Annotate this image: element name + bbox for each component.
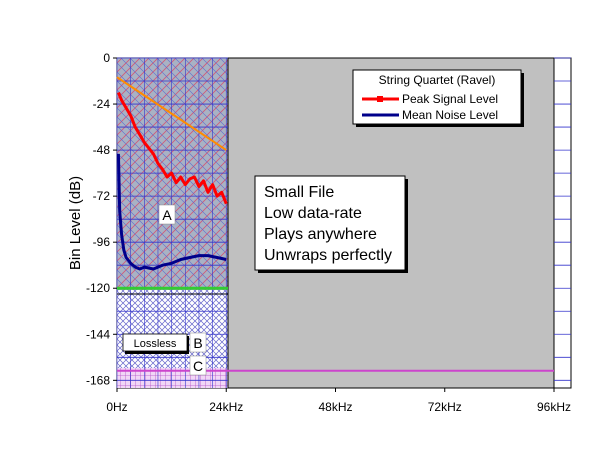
series-layer	[116, 76, 228, 271]
y-tick-label: -168	[86, 373, 110, 387]
label-lossless: Lossless	[134, 338, 177, 350]
region-b	[117, 290, 228, 368]
y-tick-label: -120	[86, 281, 110, 295]
y-axis-title: Bin Level (dB)	[67, 176, 84, 270]
x-tick-label: 0Hz	[106, 400, 127, 414]
legend-entry-peak: Peak Signal Level	[402, 92, 498, 106]
feature-line-2: Low data-rate	[264, 205, 362, 222]
y-tick-label: -144	[86, 327, 110, 341]
label-c-box	[189, 355, 207, 376]
y-tick-label: -96	[93, 235, 111, 249]
feature-line-4: Unwraps perfectly	[264, 247, 392, 264]
legend: String Quartet (Ravel) Peak Signal Level…	[352, 69, 524, 127]
label-c: C	[193, 358, 203, 374]
feature-line-3: Plays anywhere	[264, 226, 377, 243]
y-tick-label: -24	[93, 97, 111, 111]
legend-entry-noise: Mean Noise Level	[402, 108, 498, 122]
series-mean-noise-level	[116, 153, 227, 271]
series-trend	[116, 76, 227, 151]
x-tick-label: 48kHz	[318, 400, 352, 414]
feature-box: Small File Low data-rate Plays anywhere …	[254, 175, 408, 273]
lossless-box	[122, 333, 188, 352]
label-a: A	[162, 207, 172, 223]
label-b-box	[189, 332, 207, 353]
label-b: B	[193, 335, 202, 351]
label-a-box	[158, 204, 176, 225]
feature-box-frame	[254, 175, 406, 271]
feature-line-1: Small File	[264, 184, 334, 201]
x-tick-label: 72kHz	[428, 400, 462, 414]
series-peak-signal-level	[117, 91, 228, 205]
x-tick-label: 24kHz	[209, 400, 243, 414]
legend-title: String Quartet (Ravel)	[379, 73, 496, 87]
x-tick-label: 96kHz	[537, 400, 571, 414]
legend-marker-peak	[377, 96, 383, 102]
y-tick-label: -48	[93, 143, 111, 157]
ticks: 0 -24 -48 -72 -96 -120 -144 -168 0Hz 24kHz 48kHz 72…	[86, 51, 571, 414]
y-tick-label: -72	[93, 189, 111, 203]
y-tick-label: 0	[103, 51, 110, 65]
